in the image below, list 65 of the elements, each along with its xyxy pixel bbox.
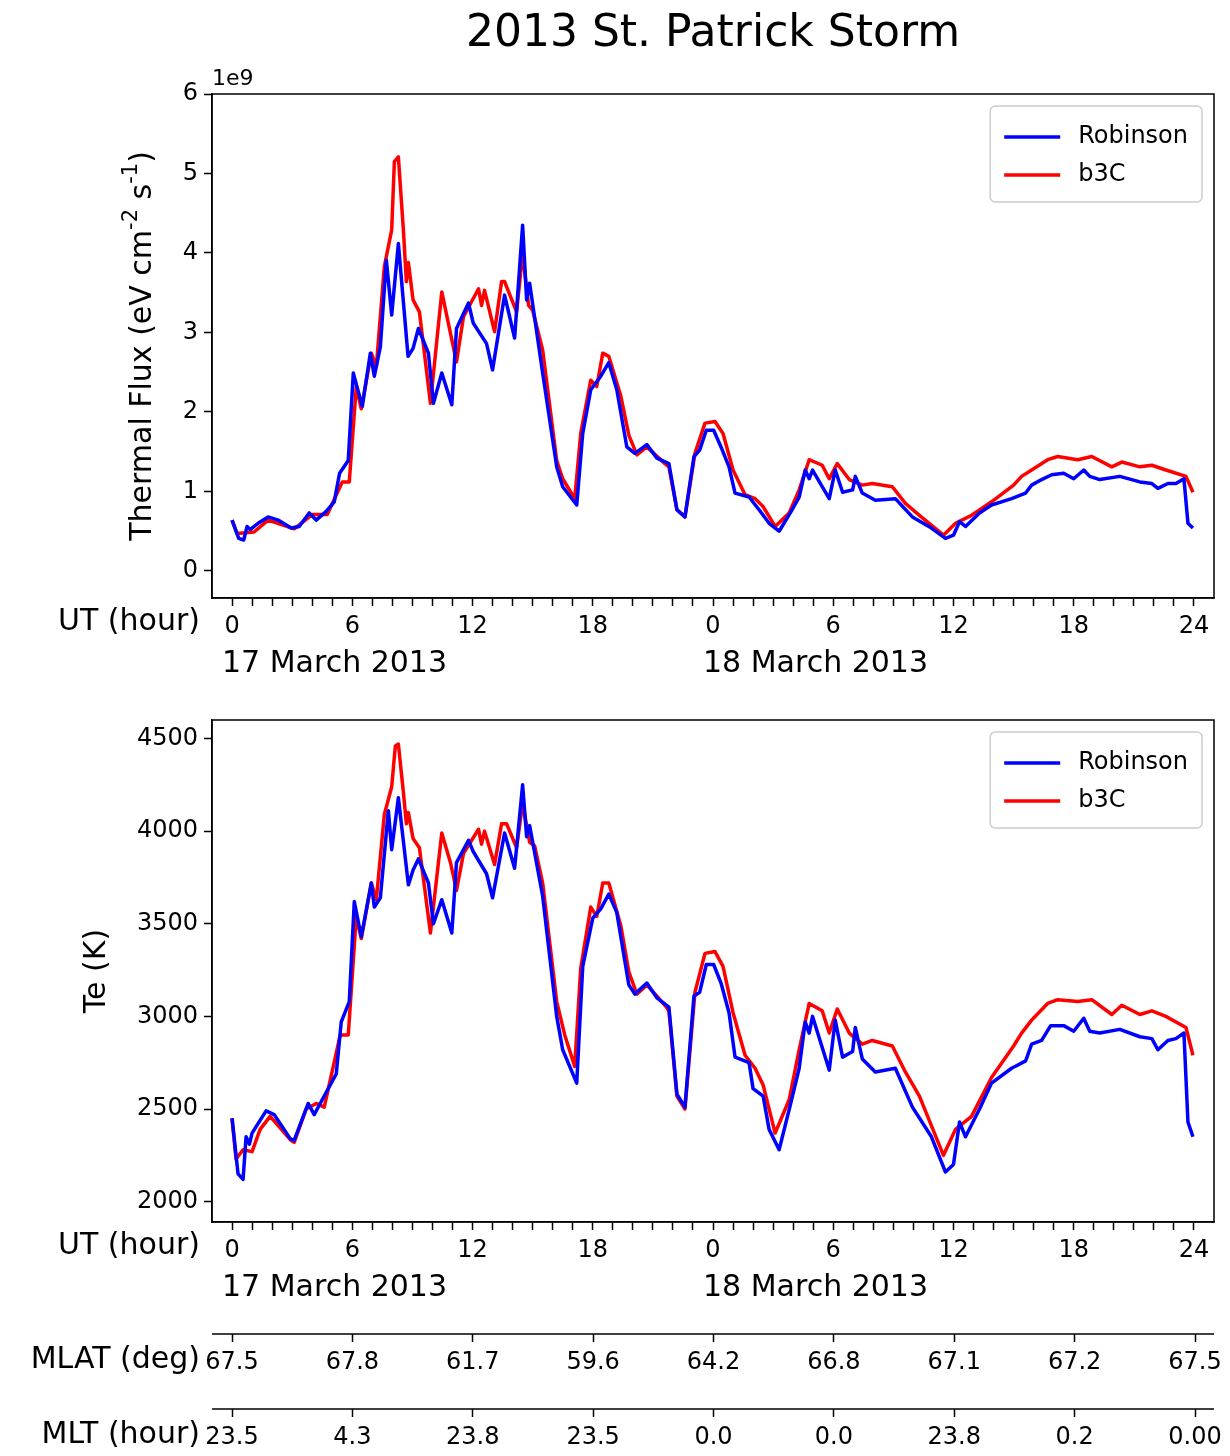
x-tick-label: 18 <box>577 1234 609 1263</box>
legend-label: b3C <box>1078 159 1126 188</box>
category-label: 0.00 <box>1168 1421 1222 1450</box>
x-tick-label: 0 <box>705 1234 721 1263</box>
category-label: 0.0 <box>694 1421 733 1450</box>
y-tick-label: 3500 <box>136 908 198 936</box>
x-tick-label: 6 <box>344 1234 360 1263</box>
y-tick-label: 3 <box>182 316 198 345</box>
x-tick-label: 6 <box>825 1234 841 1263</box>
text: MLT (hour) <box>41 1414 200 1450</box>
y-tick-label: 5 <box>182 157 198 186</box>
y-tick-label: 0 <box>182 555 198 584</box>
category-label: 67.5 <box>1168 1346 1222 1375</box>
category-label: 67.1 <box>927 1346 981 1375</box>
text: 18 March 2013 <box>703 1267 929 1303</box>
category-label: 67.2 <box>1047 1346 1102 1375</box>
category-label: 23.5 <box>566 1421 620 1450</box>
category-label: 0.2 <box>1055 1421 1094 1450</box>
text: MLAT (deg) <box>30 1339 200 1375</box>
y-tick-label: 2 <box>182 396 198 425</box>
y-tick-label: 4500 <box>136 722 198 751</box>
category-label: 23.5 <box>205 1421 259 1450</box>
text: 17 March 2013 <box>222 643 448 679</box>
text: 17 March 2013 <box>222 1267 448 1303</box>
y-tick-label: 4 <box>182 237 198 266</box>
text: 1e9 <box>212 64 254 90</box>
x-tick-label: 24 <box>1178 1234 1210 1263</box>
legend-label: b3C <box>1078 785 1126 814</box>
y-tick-label: 2500 <box>136 1093 198 1122</box>
category-label: 61.7 <box>446 1346 500 1375</box>
y-tick-label: 3000 <box>136 1000 198 1029</box>
category-label: 64.2 <box>686 1346 741 1375</box>
chart-title: 2013 St. Patrick Storm <box>464 4 962 58</box>
x-axis-title: UT (hour) <box>58 1225 200 1261</box>
y-tick-label: 4000 <box>136 815 198 844</box>
category-label: 66.8 <box>807 1346 861 1375</box>
x-tick-label: 12 <box>938 610 969 639</box>
x-tick-label: 18 <box>1058 1234 1089 1263</box>
x-tick-label: 0 <box>224 1234 240 1263</box>
x-tick-label: 18 <box>1058 610 1089 639</box>
category-label: 0.0 <box>814 1421 853 1450</box>
x-tick-label: 24 <box>1178 610 1210 639</box>
x-tick-label: 0 <box>705 610 721 639</box>
x-tick-label: 0 <box>224 610 240 639</box>
category-label: 67.5 <box>205 1346 259 1375</box>
x-tick-label: 6 <box>344 610 360 639</box>
category-label: 23.8 <box>446 1421 500 1450</box>
text: 18 March 2013 <box>703 643 929 679</box>
y-axis-title: Thermal Flux (eV cm-2 s-1) <box>117 151 158 542</box>
x-tick-label: 12 <box>457 1234 488 1263</box>
category-label: 67.8 <box>325 1346 380 1375</box>
category-label: 4.3 <box>333 1421 372 1450</box>
x-tick-label: 12 <box>938 1234 969 1263</box>
y-tick-label: 1 <box>182 475 198 504</box>
x-tick-label: 12 <box>457 610 488 639</box>
x-tick-label: 6 <box>825 610 841 639</box>
legend-label: Robinson <box>1078 121 1188 150</box>
legend-label: Robinson <box>1078 747 1188 776</box>
y-tick-label: 2000 <box>136 1185 198 1214</box>
x-tick-label: 18 <box>577 610 609 639</box>
y-axis-title: Te (K) <box>76 928 112 1015</box>
x-axis-title: UT (hour) <box>58 601 200 637</box>
category-label: 59.6 <box>566 1346 620 1375</box>
y-tick-label: 6 <box>182 78 198 107</box>
category-label: 23.8 <box>927 1421 981 1450</box>
